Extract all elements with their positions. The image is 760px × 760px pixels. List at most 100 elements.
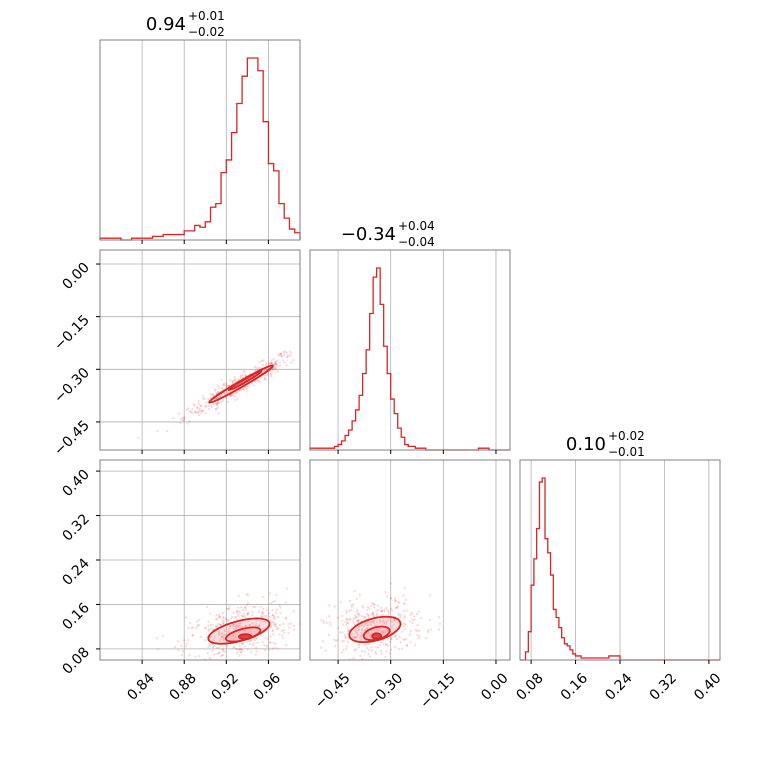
- scatter-point: [338, 631, 342, 634]
- scatter-point: [278, 353, 281, 356]
- scatter-point: [273, 624, 276, 627]
- scatter-point: [264, 378, 267, 381]
- scatter-point: [188, 653, 191, 656]
- scatter-point: [214, 618, 218, 621]
- scatter-point: [194, 655, 197, 658]
- scatter-point: [260, 359, 264, 362]
- scatter-point: [238, 622, 241, 625]
- scatter-point: [204, 412, 207, 415]
- scatter-point: [212, 639, 216, 642]
- scatter-point: [246, 648, 249, 651]
- scatter-point: [228, 627, 231, 630]
- scatter-point: [261, 595, 264, 599]
- scatter-point: [355, 635, 358, 638]
- scatter-point: [364, 617, 367, 621]
- scatter-point: [379, 643, 382, 647]
- scatter-point: [414, 628, 417, 631]
- scatter-point: [419, 616, 423, 620]
- scatter-point: [276, 363, 279, 366]
- scatter-point: [237, 610, 240, 613]
- scatter-point: [275, 593, 278, 597]
- scatter-point: [176, 640, 179, 643]
- scatter-point: [344, 636, 347, 639]
- scatter-point: [372, 619, 375, 623]
- scatter-point: [177, 649, 180, 652]
- scatter-point: [204, 626, 207, 629]
- x-tick-label: 0.96: [251, 670, 284, 703]
- scatter-point: [156, 430, 159, 433]
- scatter-point: [276, 359, 279, 362]
- scatter-point: [370, 620, 374, 623]
- scatter-point: [225, 618, 228, 621]
- scatter-point: [278, 361, 282, 364]
- scatter-point: [181, 418, 185, 422]
- scatter-point: [193, 411, 197, 414]
- x-tick-label: 0.32: [647, 670, 680, 703]
- scatter-point: [355, 636, 359, 639]
- scatter-point: [362, 625, 366, 628]
- scatter-point: [352, 603, 355, 606]
- scatter-point: [188, 419, 191, 423]
- scatter-point: [359, 639, 363, 642]
- scatter-point: [247, 639, 250, 642]
- scatter-point: [367, 642, 370, 646]
- scatter-point: [363, 615, 366, 618]
- scatter-point: [189, 410, 192, 414]
- scatter-point: [360, 637, 363, 640]
- scatter-point: [197, 403, 201, 406]
- scatter-point: [254, 653, 257, 656]
- scatter-point: [283, 361, 286, 364]
- scatter-point: [354, 630, 358, 633]
- scatter-point: [320, 619, 323, 622]
- scatter-point: [171, 417, 175, 420]
- scatter-point: [246, 611, 249, 614]
- scatter-point: [237, 615, 240, 618]
- y-tick-label: 0.40: [59, 467, 92, 500]
- scatter-point: [223, 634, 226, 637]
- scatter-point: [370, 649, 374, 652]
- scatter-point: [390, 607, 393, 610]
- scatter-point: [360, 629, 364, 632]
- scatter-point: [221, 619, 224, 622]
- scatter-point: [237, 624, 241, 627]
- scatter-point: [237, 594, 240, 597]
- scatter-point: [224, 617, 228, 620]
- scatter-point: [201, 394, 204, 397]
- scatter-points: [320, 582, 442, 662]
- scatter-point: [273, 615, 276, 618]
- scatter-point: [180, 644, 183, 647]
- scatter-point: [240, 642, 244, 646]
- scatter-point: [393, 629, 396, 632]
- scatter-point: [217, 651, 220, 655]
- scatter-point: [239, 651, 242, 654]
- scatter-point: [345, 618, 348, 621]
- scatter-point: [257, 366, 261, 370]
- scatter-point: [372, 602, 375, 606]
- scatter-point: [248, 623, 252, 626]
- panel-scatter-1-3: 0.84 0.88 0.92 0.96 0.40 0.32 0.24 0.16 0.08: [59, 459, 301, 704]
- scatter-point: [349, 609, 353, 612]
- scatter-point: [269, 373, 272, 377]
- scatter-point: [217, 412, 220, 415]
- scatter-point: [416, 623, 419, 627]
- scatter-point: [376, 604, 380, 607]
- scatter-point: [231, 380, 234, 383]
- scatter-point: [346, 622, 349, 625]
- scatter-point: [273, 363, 277, 366]
- scatter-point: [207, 624, 210, 627]
- panel-title-value: −0.34: [341, 224, 396, 245]
- y-tick-label: −0.30: [51, 365, 93, 407]
- scatter-point: [211, 646, 215, 649]
- scatter-point: [339, 601, 343, 604]
- y-tick-label: −0.15: [51, 312, 93, 354]
- scatter-point: [355, 616, 359, 619]
- scatter-point: [417, 637, 420, 640]
- panel-frame: [99, 249, 301, 451]
- scatter-point: [191, 633, 194, 637]
- scatter-point: [380, 649, 383, 653]
- scatter-point: [376, 608, 380, 612]
- scatter-point: [209, 627, 212, 630]
- scatter-point: [254, 369, 257, 372]
- scatter-point: [288, 626, 291, 629]
- scatter-point: [216, 403, 219, 407]
